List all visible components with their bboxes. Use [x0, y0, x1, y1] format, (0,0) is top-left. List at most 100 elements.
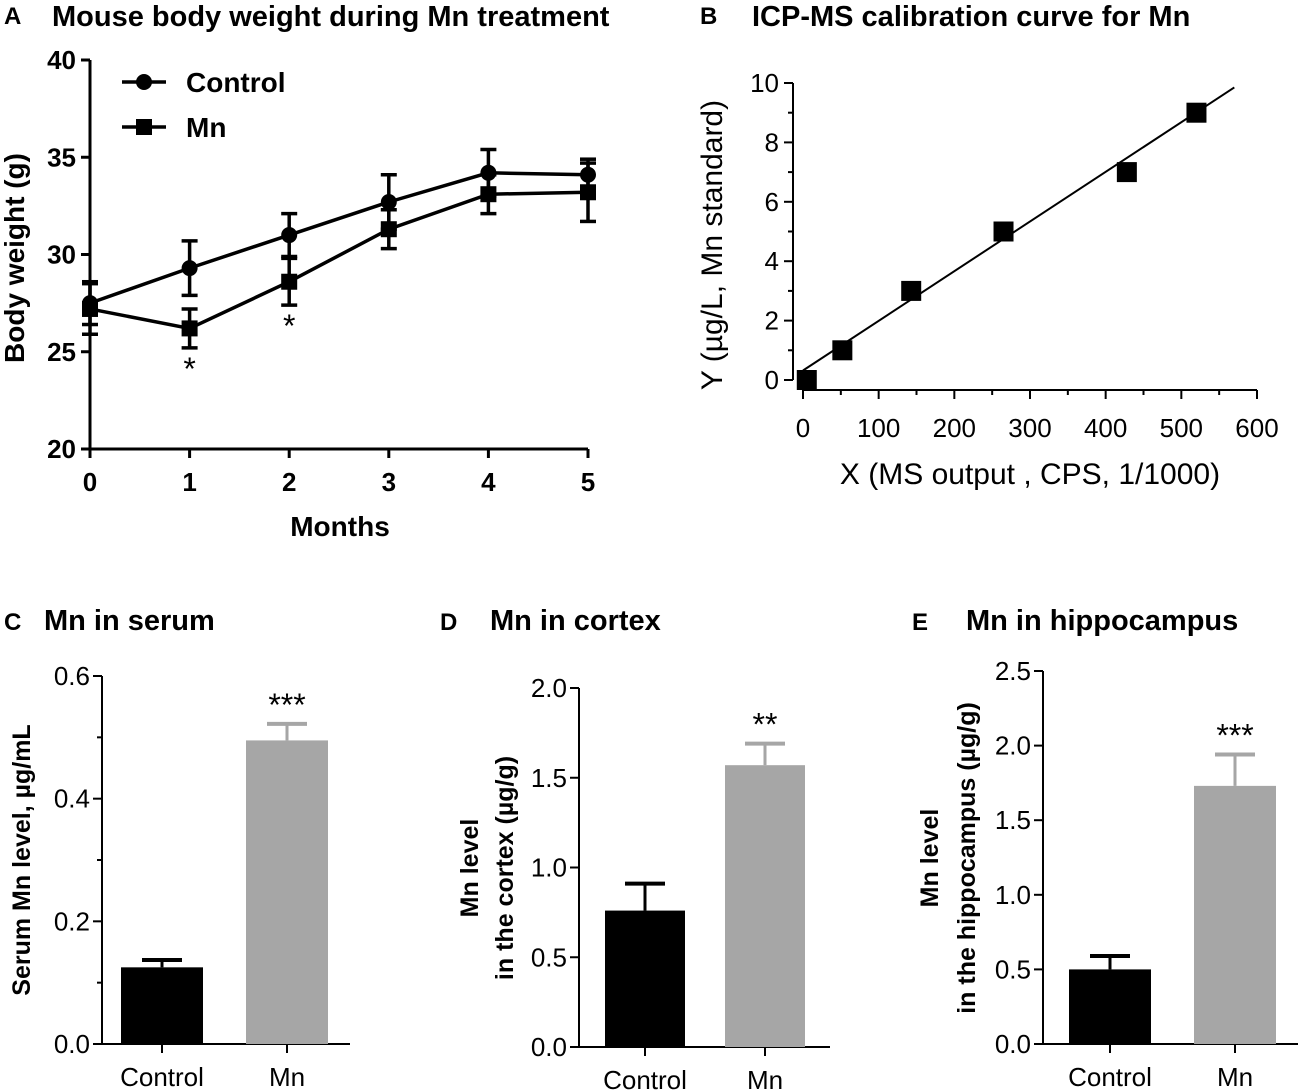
panel-a-xtick-label: 5 — [581, 467, 595, 497]
panel-e-bar-mn — [1194, 785, 1276, 1044]
panel-a-xtick-label: 1 — [182, 467, 196, 497]
panel-c-plot-area: 0.0 0.2 0.4 0.6 Control Mn *** — [54, 661, 350, 1091]
panel-e-significance-star: *** — [1216, 718, 1253, 754]
panel-a-point-mn — [82, 300, 98, 317]
panel-d-title: Mn in cortex — [490, 605, 661, 637]
panel-b-fit-line — [802, 86, 1235, 372]
panel-d-ylabel-line2: in the cortex (µg/g) — [491, 756, 519, 980]
panel-a-point-mn — [380, 221, 397, 238]
panel-e-xtick-label: Mn — [1217, 1062, 1253, 1091]
panel-b-xtick-label: 600 — [1235, 413, 1278, 443]
panel-e-title: Mn in hippocampus — [966, 605, 1238, 637]
panel-b-point — [832, 340, 853, 361]
panel-b-point — [1116, 162, 1137, 183]
panel-b-ytick-label: 10 — [750, 68, 779, 98]
panel-b-title: ICP-MS calibration curve for Mn — [752, 1, 1190, 33]
panel-a-ylabel: Body weight (g) — [0, 153, 30, 363]
panel-a-significance-star: * — [283, 308, 295, 344]
panel-d-plot-area: 0.0 0.5 1.0 1.5 2.0 Control Mn ** — [531, 673, 830, 1091]
panel-a-xlabel: Months — [290, 511, 390, 542]
panel-c-significance-star: *** — [268, 687, 305, 723]
panel-c-letter: C — [4, 609, 21, 636]
panel-a-ytick-label: 40 — [47, 45, 76, 75]
legend-marker-mn — [136, 119, 152, 135]
panel-b-ytick-label: 2 — [765, 306, 779, 336]
panel-d-ytick-label: 1.0 — [531, 853, 567, 883]
panel-d-xtick-label: Control — [603, 1065, 687, 1091]
panel-b-letter: B — [700, 3, 717, 30]
panel-a-point-mn — [580, 184, 596, 201]
panel-a-point-mn — [181, 320, 198, 337]
panel-a-ytick-label: 30 — [47, 240, 76, 270]
panel-b-ytick-label: 6 — [765, 187, 779, 217]
panel-a-xtick-label: 0 — [83, 467, 97, 497]
legend-label-mn: Mn — [186, 112, 226, 143]
panel-e-xtick-label: Control — [1068, 1062, 1152, 1091]
panel-c-ytick-label: 0.6 — [54, 661, 90, 691]
panel-a-significance-star: * — [183, 351, 195, 387]
panel-e-ylabel-line1: Mn level — [916, 809, 944, 908]
panel-b-xtick-label: 400 — [1084, 413, 1127, 443]
panel-b-point — [796, 370, 817, 390]
panel-b-xlabel: X (MS output , CPS, 1/1000) — [840, 458, 1220, 491]
panel-d-ylabel-line1: Mn level — [456, 819, 484, 918]
panel-e-ytick-label: 1.5 — [995, 805, 1031, 835]
panel-a-body-weight-chart: A Mouse body weight during Mn treatment … — [0, 1, 610, 542]
panel-a-series-line-mn — [89, 190, 589, 331]
panel-a-point-mn — [281, 273, 298, 290]
panel-c-bar-mn — [246, 740, 328, 1044]
panel-b-xtick-label: 0 — [796, 413, 810, 443]
panel-c-ytick-label: 0.2 — [54, 906, 90, 936]
legend-label-control: Control — [186, 67, 286, 98]
panel-a-point-control — [181, 260, 198, 277]
panel-b-ytick-label: 8 — [765, 127, 779, 157]
panel-a-ytick-label: 25 — [47, 337, 76, 367]
panel-e-ytick-label: 1.0 — [995, 880, 1031, 910]
panel-e-hippocampus-chart: E Mn in hippocampus Mn level in the hipp… — [912, 605, 1298, 1091]
panel-a-xtick-label: 3 — [382, 467, 396, 497]
panel-e-plot-area: 0.0 0.5 1.0 1.5 2.0 2.5 Control Mn *** — [995, 656, 1298, 1091]
panel-b-ytick-label: 4 — [765, 246, 779, 276]
panel-e-ytick-label: 2.0 — [995, 731, 1031, 761]
panel-a-ytick-label: 35 — [47, 142, 76, 172]
panel-b-xtick-label: 200 — [933, 413, 976, 443]
panel-b-xtick-label: 300 — [1008, 413, 1051, 443]
panel-a-point-mn — [480, 186, 497, 203]
panel-c-xtick-label: Mn — [269, 1062, 305, 1091]
panel-a-point-control — [281, 227, 298, 244]
panel-b-xtick-label: 100 — [857, 413, 900, 443]
panel-a-xtick-label: 2 — [282, 467, 296, 497]
panel-a-ytick-label: 20 — [47, 434, 76, 464]
panel-d-letter: D — [440, 609, 457, 636]
panel-e-bar-control — [1069, 969, 1151, 1044]
panel-a-point-control — [480, 164, 497, 181]
panel-a-letter: A — [4, 3, 21, 30]
panel-d-xtick-label: Mn — [747, 1065, 783, 1091]
panel-a-xtick-label: 4 — [481, 467, 496, 497]
panel-a-plot-area: 20 25 30 35 40 0 1 2 3 4 5 * * Control Mn — [47, 45, 596, 497]
panel-a-point-control — [380, 193, 397, 210]
panel-b-point — [1186, 102, 1207, 123]
panel-b-ylabel: Y (µg/L, Mn standard) — [696, 100, 729, 390]
panel-c-title: Mn in serum — [44, 605, 215, 637]
panel-c-bar-control — [121, 967, 203, 1044]
panel-d-ytick-label: 0.0 — [531, 1032, 567, 1062]
panel-e-ytick-label: 2.5 — [995, 656, 1031, 686]
panel-d-ytick-label: 1.5 — [531, 763, 567, 793]
panel-a-title: Mouse body weight during Mn treatment — [52, 1, 610, 33]
panel-b-ytick-label: 0 — [765, 365, 779, 395]
panel-c-serum-chart: C Mn in serum Serum Mn level, µg/mL 0.00… — [4, 605, 350, 1091]
panel-d-bar-mn — [725, 765, 805, 1047]
panel-e-ylabel-line2: in the hippocampus (µg/g) — [953, 702, 981, 1014]
panel-e-ytick-label: 0.5 — [995, 954, 1031, 984]
panel-c-xtick-label: Control — [120, 1062, 204, 1091]
panel-c-ylabel: Serum Mn level, µg/mL — [8, 724, 36, 995]
panel-b-calibration-chart: B ICP-MS calibration curve for Mn X (MS … — [696, 1, 1279, 491]
panel-d-ytick-label: 2.0 — [531, 673, 567, 703]
panel-b-point — [901, 280, 922, 301]
panel-d-cortex-chart: D Mn in cortex Mn level in the cortex (µ… — [440, 605, 830, 1091]
panel-d-significance-star: ** — [753, 707, 778, 743]
panel-b-xtick-label: 500 — [1160, 413, 1203, 443]
